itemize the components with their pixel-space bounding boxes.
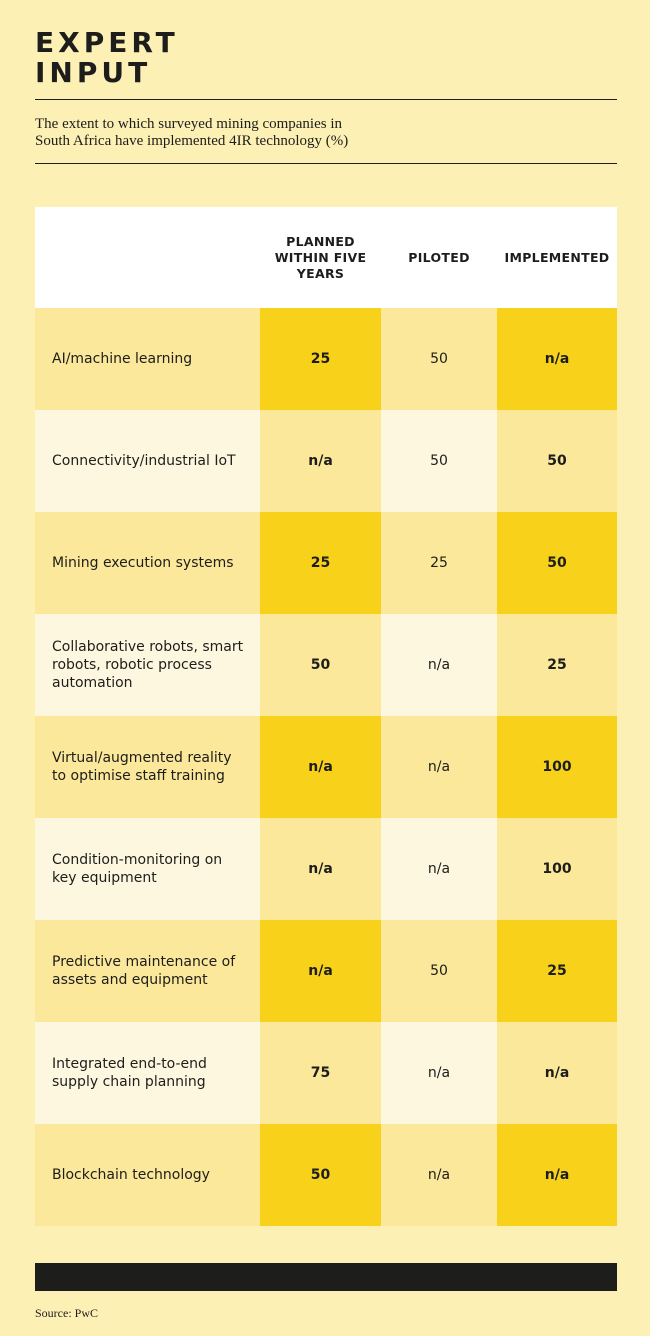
- cell-planned: n/a: [260, 716, 381, 818]
- cell-implemented: 50: [497, 512, 617, 614]
- table-row: Virtual/augmented reality to optimise st…: [35, 716, 617, 818]
- source-note: Source: PwC: [35, 1306, 98, 1320]
- row-label: AI/machine learning: [52, 351, 193, 367]
- title-line-1: EXPERT: [35, 26, 179, 59]
- cell-piloted: 25: [381, 512, 497, 614]
- table-row: Integrated end-to-end supply chain plann…: [35, 1022, 617, 1124]
- cell-piloted: n/a: [381, 716, 497, 818]
- column-header-planned: PLANNED WITHIN FIVE YEARS: [260, 207, 381, 308]
- cell-piloted: n/a: [381, 818, 497, 920]
- cell-piloted: 50: [381, 308, 497, 410]
- column-header-implemented-label: IMPLEMENTED: [504, 249, 610, 265]
- cell-planned: n/a: [260, 410, 381, 512]
- table-header: PLANNED WITHIN FIVE YEARS PILOTED IMPLEM…: [35, 207, 617, 308]
- cell-implemented: n/a: [497, 308, 617, 410]
- row-label: Integrated end-to-end supply chain plann…: [52, 1056, 207, 1090]
- cell-planned: 75: [260, 1022, 381, 1124]
- subtitle-line-2: South Africa have implemented 4IR techno…: [35, 133, 349, 149]
- table-row: Blockchain technology 50 n/a n/a: [35, 1124, 617, 1226]
- column-header-piloted: PILOTED: [381, 207, 497, 308]
- cell-planned: n/a: [260, 818, 381, 920]
- table-row: Connectivity/industrial IoT n/a 50 50: [35, 410, 617, 512]
- cell-implemented: n/a: [497, 1022, 617, 1124]
- cell-piloted: 50: [381, 920, 497, 1022]
- column-header-piloted-label: PILOTED: [408, 249, 470, 265]
- title-line-2: INPUT: [35, 56, 152, 89]
- data-table: PLANNED WITHIN FIVE YEARS PILOTED IMPLEM…: [35, 207, 617, 1226]
- row-label: Virtual/augmented reality to optimise st…: [52, 750, 232, 784]
- cell-piloted: 50: [381, 410, 497, 512]
- cell-piloted: n/a: [381, 1022, 497, 1124]
- cell-implemented: 50: [497, 410, 617, 512]
- cell-piloted: n/a: [381, 614, 497, 716]
- column-header-implemented: IMPLEMENTED: [497, 207, 617, 308]
- table-row: Predictive maintenance of assets and equ…: [35, 920, 617, 1022]
- table-row: Mining execution systems 25 25 50: [35, 512, 617, 614]
- cell-implemented: 100: [497, 716, 617, 818]
- cell-implemented: n/a: [497, 1124, 617, 1226]
- table-row: AI/machine learning 25 50 n/a: [35, 308, 617, 410]
- row-label: Mining execution systems: [52, 555, 234, 571]
- row-label: Predictive maintenance of assets and equ…: [52, 954, 236, 988]
- row-label: Blockchain technology: [52, 1167, 210, 1183]
- cell-implemented: 25: [497, 920, 617, 1022]
- table-row: Collaborative robots, smart robots, robo…: [35, 614, 617, 716]
- table-body: AI/machine learning 25 50 n/a Connectivity/i…: [35, 308, 617, 1226]
- cell-implemented: 25: [497, 614, 617, 716]
- row-label: Connectivity/industrial IoT: [52, 453, 236, 469]
- subtitle-divider: [35, 163, 617, 164]
- subtitle-line-1: The extent to which surveyed mining comp…: [35, 116, 343, 132]
- column-header-planned-label: PLANNED WITHIN FIVE YEARS: [274, 233, 367, 281]
- cell-planned: 50: [260, 614, 381, 716]
- cell-planned: 25: [260, 308, 381, 410]
- cell-planned: 50: [260, 1124, 381, 1226]
- title-divider: [35, 99, 617, 100]
- cell-planned: 25: [260, 512, 381, 614]
- footer-bar: [35, 1263, 617, 1291]
- row-label: Collaborative robots, smart robots, robo…: [52, 639, 244, 691]
- subtitle: The extent to which surveyed mining comp…: [35, 116, 595, 150]
- cell-implemented: 100: [497, 818, 617, 920]
- row-label: Condition-monitoring on key equipment: [52, 852, 223, 886]
- cell-planned: n/a: [260, 920, 381, 1022]
- page-title: EXPERT INPUT: [35, 28, 179, 88]
- table-row: Condition-monitoring on key equipment n/a…: [35, 818, 617, 920]
- cell-piloted: n/a: [381, 1124, 497, 1226]
